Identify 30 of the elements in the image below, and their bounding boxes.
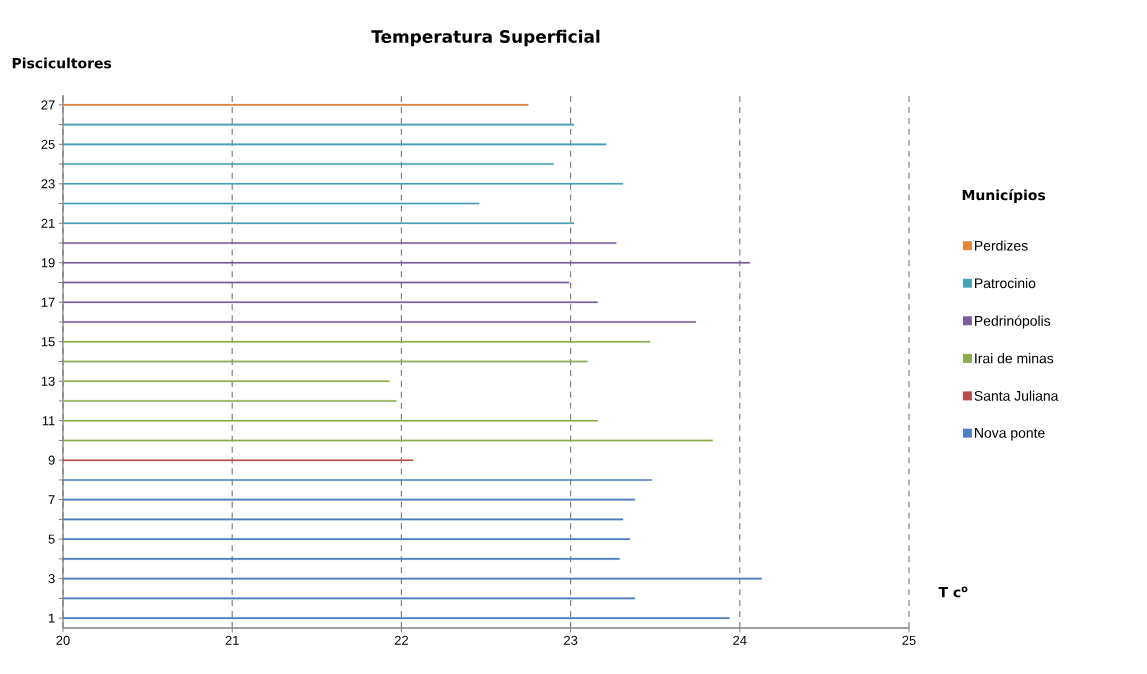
x-tick-label: 20 [56,635,70,645]
y-tick-label: 19 [41,258,55,268]
x-tick-label: 22 [394,635,408,645]
x-tick-label: 21 [225,635,239,645]
y-tick-label: 1 [49,613,55,623]
y-tick-label: 25 [41,139,55,149]
legend-label: Nova ponte [975,428,1045,441]
legend-label: Irai de minas [975,353,1054,364]
y-tick-label: 9 [48,455,55,465]
y-tick-label: 17 [41,297,55,307]
x-tick-label: 24 [733,635,747,645]
y-tick-label: 3 [48,574,55,584]
y-tick-label: 21 [41,218,55,228]
legend-label: Pedrinópolis [975,315,1051,329]
y-tick-label: 23 [41,179,55,189]
legend-title: Municípios [962,188,1046,204]
y-tick-label: 5 [48,534,55,544]
legend-label: Patrocinio [975,277,1036,289]
y-tick-label: 15 [41,337,55,347]
y-tick-label: 11 [42,416,55,426]
chart-title: Temperatura Superficial [371,29,600,47]
legend-label: Perdizes [975,240,1028,251]
y-tick-label: 27 [41,100,55,110]
x-axis-title: T c$^{o}$ [938,586,968,598]
x-tick-label: 23 [564,635,578,645]
y-tick-label: 13 [41,376,55,386]
y-tick-label: 7 [48,495,55,505]
x-tick-label: 25 [902,635,916,645]
y-axis-title: Piscicultores [12,57,112,69]
legend-label: Santa Juliana [974,390,1059,401]
